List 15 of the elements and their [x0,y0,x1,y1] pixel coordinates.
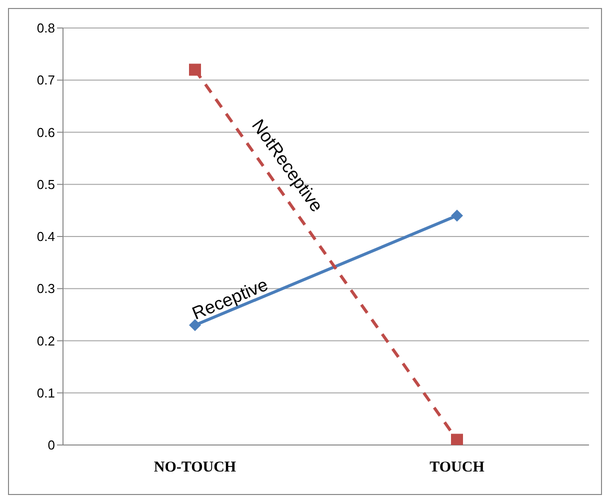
y-tick-label: 0.5 [36,176,55,192]
point [189,319,201,332]
point [451,434,463,445]
y-tick-label: 0.2 [36,333,55,348]
point [451,210,463,222]
y-tick-label: 0.8 [36,20,55,36]
y-tick-label: 0 [48,438,55,453]
x-tick-label: NO-TOUCH [154,460,236,476]
y-tick-label: 0.6 [36,124,55,140]
point [189,64,201,76]
x-tick-label: TOUCH [430,460,485,476]
y-tick-label: 0.1 [36,385,55,400]
y-tick-label: 0.7 [36,72,55,88]
y-tick-label: 0.3 [36,281,55,296]
y-tick-label: 0.4 [36,229,55,244]
